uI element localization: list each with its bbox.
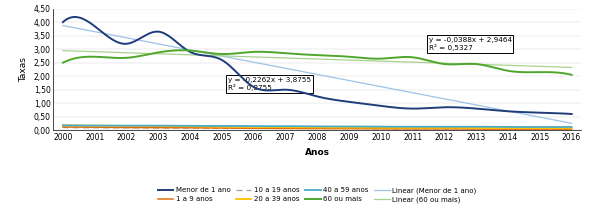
- Y-axis label: Taxas: Taxas: [19, 57, 28, 82]
- Text: y = -0,0388x + 2,9464
R² = 0,5327: y = -0,0388x + 2,9464 R² = 0,5327: [429, 37, 512, 51]
- Legend: Menor de 1 ano, 1 a 9 anos, 10 a 19 anos, 20 a 39 anos, 40 a 59 anos, 60 ou mais: Menor de 1 ano, 1 a 9 anos, 10 a 19 anos…: [155, 185, 480, 206]
- Text: y = -0,2262x + 3,8755
R² = 0,8755: y = -0,2262x + 3,8755 R² = 0,8755: [228, 77, 311, 91]
- X-axis label: Anos: Anos: [305, 148, 330, 156]
